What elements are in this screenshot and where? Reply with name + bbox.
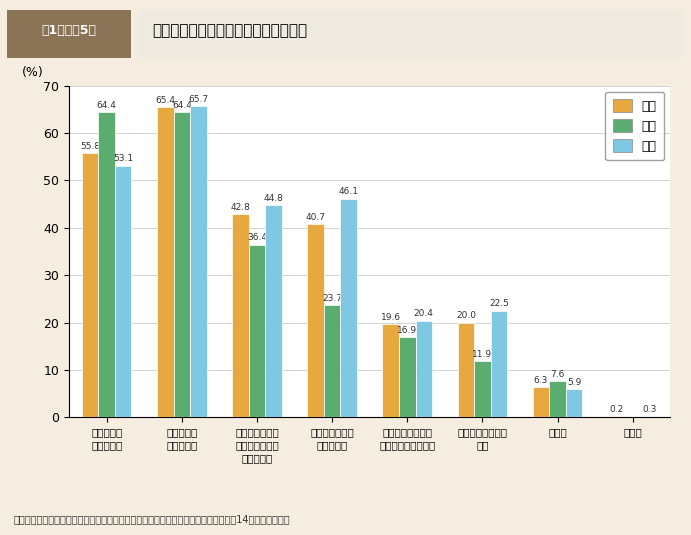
Text: 46.1: 46.1 (339, 187, 359, 196)
Text: 53.1: 53.1 (113, 154, 133, 163)
Text: 19.6: 19.6 (381, 313, 401, 322)
FancyBboxPatch shape (138, 10, 684, 58)
Legend: 総数, 女性, 男性: 総数, 女性, 男性 (605, 92, 664, 160)
Bar (608, 416, 625, 417)
FancyBboxPatch shape (7, 10, 131, 58)
Text: 20.4: 20.4 (414, 309, 434, 318)
Text: 20.0: 20.0 (456, 311, 476, 320)
Text: 44.8: 44.8 (263, 194, 283, 203)
Bar (265, 205, 282, 417)
Bar (415, 320, 432, 417)
Text: 55.8: 55.8 (80, 142, 100, 150)
Text: 23.7: 23.7 (322, 294, 342, 303)
Bar (457, 323, 474, 417)
Text: 6.3: 6.3 (534, 376, 548, 385)
Bar (474, 361, 491, 417)
Text: 0.3: 0.3 (642, 404, 656, 414)
Text: （備考）厚生労働者委託調査「勤労者のボランティア活動に関する意識調査」（平成14年）より作成。: （備考）厚生労働者委託調査「勤労者のボランティア活動に関する意識調査」（平成14… (14, 514, 290, 524)
Y-axis label: (%): (%) (22, 66, 44, 79)
Bar (98, 112, 115, 417)
Bar (399, 337, 415, 417)
Bar (307, 225, 324, 417)
Text: 40.7: 40.7 (305, 213, 325, 222)
Text: 第1－特－5図: 第1－特－5図 (41, 24, 97, 37)
Text: 16.9: 16.9 (397, 326, 417, 335)
Text: 64.4: 64.4 (172, 101, 192, 110)
Bar (566, 389, 583, 417)
Text: 36.4: 36.4 (247, 233, 267, 242)
Bar (249, 245, 265, 417)
Text: 11.9: 11.9 (473, 349, 493, 358)
Text: 22.5: 22.5 (489, 299, 509, 308)
Text: 42.8: 42.8 (231, 203, 250, 212)
Bar (324, 305, 341, 417)
Bar (157, 108, 173, 417)
Bar (549, 381, 566, 417)
Bar (190, 106, 207, 417)
Bar (641, 416, 658, 417)
Bar (533, 387, 549, 417)
Text: 65.4: 65.4 (155, 96, 176, 105)
Bar (173, 112, 190, 417)
Text: 0.2: 0.2 (609, 405, 623, 414)
Text: 5.9: 5.9 (567, 378, 581, 387)
Text: 活動者がボランティア活動を行う目的: 活動者がボランティア活動を行う目的 (152, 24, 307, 39)
Text: 7.6: 7.6 (550, 370, 565, 379)
Bar (491, 311, 507, 417)
Bar (232, 215, 249, 417)
Text: 64.4: 64.4 (97, 101, 117, 110)
Bar (115, 166, 131, 417)
Text: 65.7: 65.7 (188, 95, 209, 104)
Bar (341, 199, 357, 417)
Bar (382, 324, 399, 417)
Bar (82, 153, 98, 417)
